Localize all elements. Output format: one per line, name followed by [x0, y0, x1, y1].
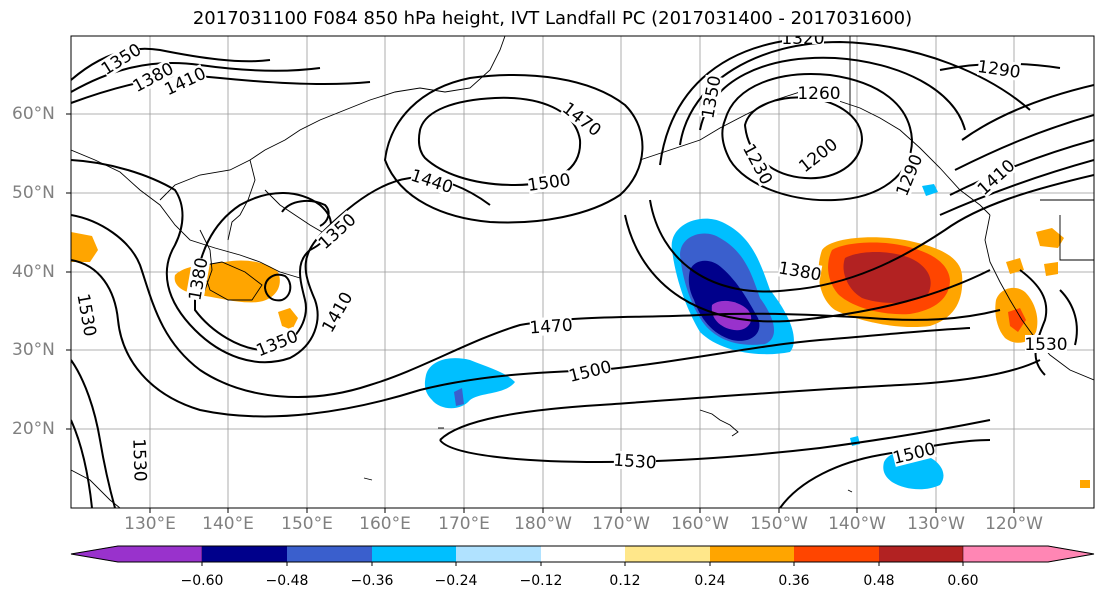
lon-label: 170°W: [592, 514, 650, 534]
colorbar-segment: [710, 546, 794, 562]
colorbar-segment: [202, 546, 287, 562]
coastlines: [71, 36, 1094, 508]
lon-label: 140°W: [828, 514, 886, 534]
contour-label: 1530: [1024, 335, 1067, 355]
lon-label: 150°E: [281, 514, 333, 534]
axis-ticks: [66, 113, 1015, 513]
colorbar-tick-label: −0.60: [180, 573, 224, 589]
colorbar-segment: [287, 546, 372, 562]
colorbar: [70, 545, 1095, 566]
lon-label: 120°W: [985, 514, 1043, 534]
contour-label: 1530: [128, 438, 149, 482]
lon-label: 130°E: [124, 514, 176, 534]
height-contours: [71, 39, 1094, 508]
colorbar-tick-label: 0.60: [947, 573, 979, 589]
lon-label: 160°E: [359, 514, 411, 534]
map-title: 2017031100 F084 850 hPa height, IVT Land…: [192, 8, 913, 29]
colorbar-segment: [625, 546, 710, 562]
contour-label: 1260: [797, 84, 840, 104]
colorbar-segment: [372, 546, 456, 562]
colorbar-tick-label: −0.24: [434, 573, 478, 589]
colorbar-segment: [794, 546, 879, 562]
colorbar-tick-label: −0.48: [265, 573, 309, 589]
colorbar-segment: [70, 545, 203, 563]
colorbar-tick-label: 0.48: [863, 573, 895, 589]
lat-label: 40°N: [12, 262, 55, 282]
contour-label: 1470: [529, 316, 574, 339]
colorbar-segment: [962, 545, 1095, 563]
colorbar-tick-label: 0.24: [694, 573, 726, 589]
lon-label: 140°E: [202, 514, 254, 534]
colorbar-tick-label: 0.12: [609, 573, 641, 589]
lat-label: 30°N: [12, 340, 55, 360]
colorbar-segment: [541, 546, 625, 562]
colorbar-tick-label: 0.36: [778, 573, 810, 589]
lon-label: 150°W: [750, 514, 808, 534]
lat-label: 60°N: [12, 104, 55, 124]
lon-label: 170°E: [438, 514, 490, 534]
colorbar-segment: [879, 546, 963, 562]
colorbar-tick-label: −0.36: [350, 573, 394, 589]
colorbar-tick-label: −0.12: [519, 573, 563, 589]
lon-label: 160°W: [671, 514, 729, 534]
lon-label: 130°W: [907, 514, 965, 534]
lon-label: 180°W: [514, 514, 572, 534]
lat-label: 50°N: [12, 183, 55, 203]
lat-label: 20°N: [12, 419, 55, 439]
contour-label: 1320: [781, 29, 824, 49]
contour-labels: 1350 1380 1410 1470 1440 1500 1350 1230 …: [72, 29, 1068, 482]
colorbar-segment: [456, 546, 541, 562]
contour-label: 1530: [613, 451, 658, 474]
